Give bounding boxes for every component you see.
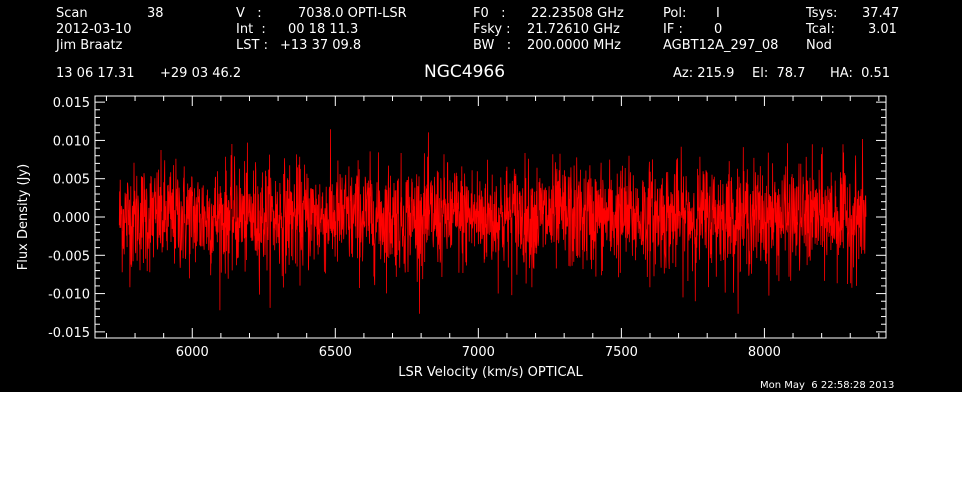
plot-panel: Scan 38 2012-03-10 Jim Braatz 13 06 17.3… (0, 0, 962, 392)
if-label: IF : (663, 22, 683, 37)
tsys-label: Tsys: (806, 6, 838, 21)
int-value: 00 18 11.3 (288, 22, 359, 37)
y-tick-label: -0.015 (48, 326, 90, 341)
hour-angle: HA: 0.51 (830, 66, 891, 81)
obs-mode: Nod (806, 38, 832, 53)
tcal-label: Tcal: (806, 22, 835, 37)
fsky-value: 21.72610 GHz (527, 22, 620, 37)
observer: Jim Braatz (56, 38, 123, 53)
if-value: 0 (714, 22, 723, 37)
spectrum-plot: 6000 6500 7000 7500 8000 -0.015 -0.010 -0.005 0.… (16, 95, 887, 380)
project-id: AGBT12A_297_08 (663, 38, 779, 53)
x-tick-label: 6500 (319, 345, 352, 360)
source-name: NGC4966 (424, 62, 506, 82)
lst-value: +13 37 09.8 (280, 38, 362, 53)
tcal-value: 3.01 (868, 22, 897, 37)
x-axis-label: LSR Velocity (km/s) OPTICAL (398, 365, 583, 380)
scan-label: Scan (56, 6, 88, 21)
x-tick-label: 6000 (176, 345, 209, 360)
ticks-group (95, 96, 886, 338)
ra-value: 13 06 17.31 (56, 66, 135, 81)
y-tick-label: 0.015 (53, 96, 90, 111)
scan-value: 38 (147, 6, 164, 21)
labels-group: 6000 6500 7000 7500 8000 -0.015 -0.010 -0.005 0.… (16, 96, 781, 380)
y-tick-label: 0.010 (53, 134, 90, 149)
f0-value: 22.23508 GHz (531, 6, 624, 21)
bw-value: 200.0000 MHz (527, 38, 621, 53)
spectrum-trace (118, 129, 867, 314)
y-tick-label: -0.010 (48, 288, 90, 303)
pol-label: Pol: (663, 6, 687, 21)
y-axis-label: Flux Density (Jy) (16, 164, 31, 270)
tsys-value: 37.47 (862, 6, 900, 21)
bw-label: BW : (473, 38, 512, 53)
velocity-value: 7038.0 OPTI-LSR (298, 6, 407, 21)
y-tick-label: 0.005 (53, 173, 90, 188)
elevation: El: 78.7 (752, 66, 806, 81)
x-tick-label: 7000 (462, 345, 495, 360)
y-tick-label: -0.005 (48, 249, 90, 264)
obs-date: 2012-03-10 (56, 22, 132, 37)
lst-label: LST : (236, 38, 268, 53)
x-tick-label: 8000 (748, 345, 781, 360)
dec-value: +29 03 46.2 (160, 66, 242, 81)
f0-label: F0 : (473, 6, 506, 21)
pol-value: I (716, 6, 720, 21)
velocity-label: V : (236, 6, 262, 21)
fsky-label: Fsky : (473, 22, 511, 37)
spectrum-trace-group (118, 129, 867, 314)
plot-timestamp: Mon May 6 22:58:28 2013 (760, 380, 895, 391)
int-label: Int : (236, 22, 266, 37)
x-tick-label: 7500 (605, 345, 638, 360)
y-tick-label: 0.000 (53, 211, 90, 226)
azimuth: Az: 215.9 (673, 66, 735, 81)
